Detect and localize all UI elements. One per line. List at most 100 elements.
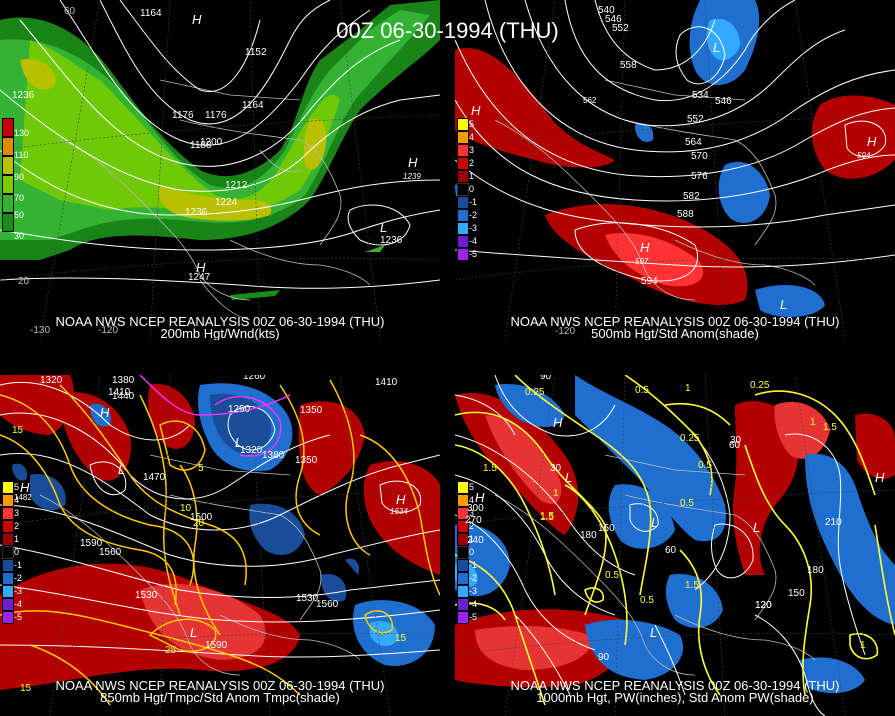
high-marker: H: [20, 480, 30, 495]
legend-label: 5: [469, 119, 475, 129]
panel-title-line2: 200mb Hgt/Wnd(kts): [160, 326, 280, 340]
pw-label: 1: [553, 488, 559, 499]
high-marker: H: [875, 470, 885, 485]
legend-label: 1: [14, 534, 20, 544]
lat-tick: 20: [18, 276, 30, 287]
contour-label: 180: [807, 565, 824, 576]
legend-label: -4: [469, 236, 478, 246]
lon-tick: -120: [98, 325, 119, 336]
pw-label: 0.25: [750, 380, 770, 391]
contour-label: 1590: [205, 640, 228, 651]
contour-label: 1164: [242, 100, 264, 111]
low-marker: L: [565, 470, 573, 485]
panel-title-line1: NOAA NWS NCEP REANALYSIS 00Z 06-30-1994 …: [510, 314, 840, 329]
legend-label: 1: [469, 171, 475, 181]
contour-label: 1239: [403, 172, 421, 181]
low-marker: L: [780, 297, 788, 312]
low-marker: L: [651, 515, 659, 530]
contour-label: 552: [612, 23, 629, 34]
temp-label: 15: [20, 683, 32, 694]
pw-label: 0.5: [635, 385, 649, 396]
contour-label: 1350: [295, 455, 318, 466]
legend-label: -3: [469, 223, 478, 233]
contour-label: 588: [677, 209, 694, 220]
legend-label: 1: [469, 534, 475, 544]
legend-label: -3: [469, 586, 478, 596]
contour-label: 210: [825, 517, 842, 528]
contour-label: 1247: [188, 272, 211, 283]
legend-1000mb: [457, 481, 469, 624]
panel-title-line1: NOAA NWS NCEP REANALYSIS 00Z 06-30-1994 …: [55, 678, 385, 693]
contour-label: 597: [635, 257, 649, 266]
pw-label: 1.5: [823, 422, 837, 433]
contour-label: 30: [730, 435, 742, 446]
contour-label: 1224: [215, 197, 238, 208]
pw-label: 1: [685, 383, 691, 394]
contour-label: 1380: [112, 375, 135, 386]
contour-label: 60: [665, 545, 677, 556]
contour-label: 1410: [375, 377, 398, 388]
contour-label: 120: [755, 600, 772, 611]
legend-200mb: [2, 118, 14, 232]
contour-label: 90: [598, 652, 610, 663]
legend-label: 110: [14, 150, 29, 160]
legend-label: 0: [469, 547, 475, 557]
contour-label: 180: [580, 530, 597, 541]
lon-tick: -130: [30, 325, 51, 336]
legend-label: -5: [469, 249, 478, 259]
contour-label: 540: [598, 5, 615, 16]
legend-label: 0: [469, 184, 475, 194]
legend-label: 3: [14, 508, 20, 518]
legend-label: -1: [469, 197, 478, 207]
main-title: 00Z 06-30-1994 (THU): [336, 18, 559, 43]
legend-label: -1: [469, 560, 478, 570]
contour-label: 120: [755, 600, 772, 611]
pw-label: 1: [810, 417, 816, 428]
legend-label: 90: [14, 172, 25, 182]
low-marker: L: [713, 40, 721, 55]
high-marker: H: [867, 134, 877, 149]
legend-label: -2: [469, 210, 478, 220]
pw-label: 0.5: [680, 498, 694, 509]
contour-label: 1482: [14, 493, 32, 502]
contour-label: 1380: [262, 450, 285, 461]
legend-label: 2: [469, 521, 475, 531]
contour-label: 582: [683, 191, 700, 202]
legend-label: 4: [14, 495, 20, 505]
contour-label: 570: [691, 151, 708, 162]
legend-label: -5: [14, 612, 23, 622]
legend-label: 0: [14, 547, 20, 557]
contour-label: 1200: [200, 137, 223, 148]
contour-label: 1236: [185, 207, 208, 218]
pw-label: 1.5: [685, 580, 699, 591]
pw-label: 0.5: [640, 595, 654, 606]
legend-label: -1: [14, 560, 23, 570]
contour-label: 1236: [380, 235, 403, 246]
high-marker: H: [196, 260, 206, 275]
contour-label: 1500: [190, 512, 213, 523]
contour-label: 60: [729, 440, 741, 451]
high-marker: H: [471, 103, 481, 118]
legend-label: -4: [14, 599, 23, 609]
map-200mb: [0, 0, 440, 340]
temp-label: 20: [193, 518, 205, 529]
pw-label: 1.5: [483, 463, 497, 474]
panel-title-line1: NOAA NWS NCEP REANALYSIS 00Z 06-30-1994 …: [510, 678, 840, 693]
temp-label: 15: [12, 425, 24, 436]
legend-label: 130: [14, 128, 30, 138]
temp-label: 10: [180, 503, 192, 514]
contour-label: 1530: [296, 593, 319, 604]
panel-title-line2: 850mb Hgt/Tmpc/Std Anom Tmpc(shade): [100, 690, 340, 705]
contour-label: 1176: [172, 110, 194, 121]
contour-label: 564: [685, 137, 702, 148]
legend-500mb: [457, 118, 469, 261]
legend-850mb: [2, 481, 14, 624]
contour-label: 30: [550, 463, 562, 474]
panel-title-line2: 500mb Hgt/Std Anom(shade): [591, 326, 759, 340]
contour-label: 1634: [390, 507, 408, 516]
contour-label: 1320: [240, 445, 263, 456]
legend-label: 4: [469, 132, 475, 142]
high-marker: H: [408, 155, 418, 170]
low-marker: L: [753, 520, 761, 535]
temp-label: 15: [395, 633, 407, 644]
